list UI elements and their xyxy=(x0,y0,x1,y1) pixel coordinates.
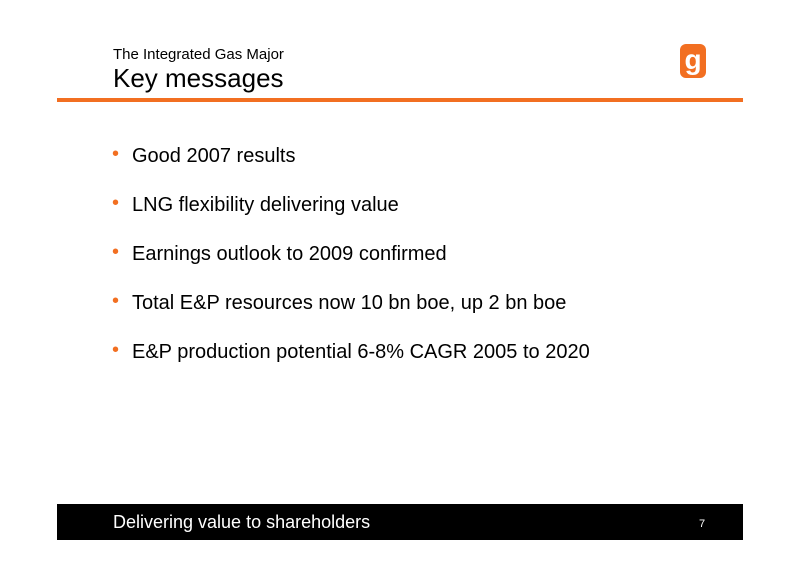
title: Key messages xyxy=(113,63,284,93)
bullet: Total E&P resources now 10 bn boe, up 2 … xyxy=(112,285,590,336)
bullet: E&P production potential 6-8% CAGR 2005 … xyxy=(112,334,590,385)
footer-bar xyxy=(57,504,743,540)
bullet: Good 2007 results xyxy=(112,138,590,189)
bullet: Earnings outlook to 2009 confirmed xyxy=(112,236,590,287)
header-rule xyxy=(57,98,743,102)
bullet: LNG flexibility delivering value xyxy=(112,187,590,238)
footer-text: Delivering value to shareholders xyxy=(113,512,371,532)
subtitle: The Integrated Gas Major xyxy=(113,46,284,63)
page-number: 7 xyxy=(699,518,706,530)
bullet-list: Good 2007 resultsLNG flexibility deliver… xyxy=(112,138,590,385)
logo: g xyxy=(680,44,706,78)
